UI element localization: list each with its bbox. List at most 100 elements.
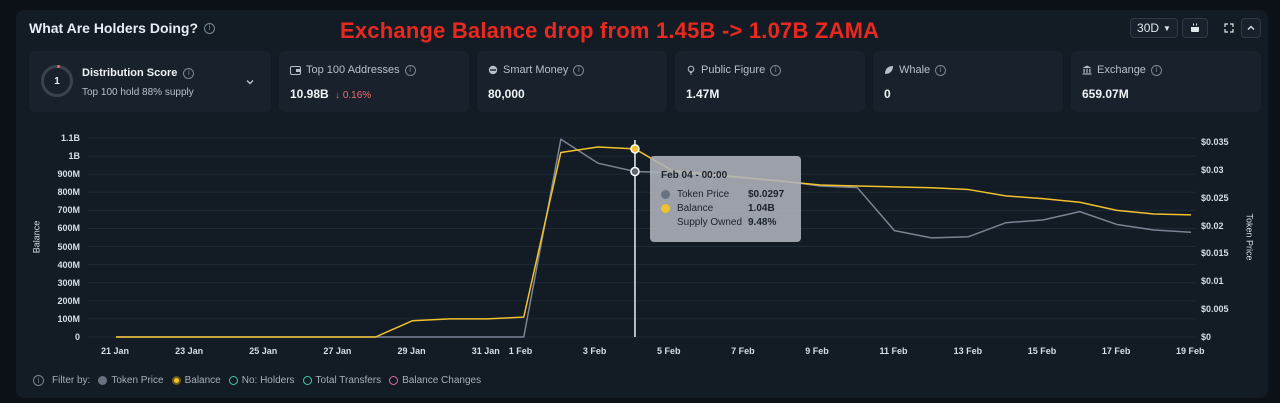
period-select[interactable]: 30D ▼ [1130,18,1178,38]
public-figure-label: Public Figure [701,64,766,76]
tooltip-price-row: Token Price $0.0297 [661,189,784,200]
y-right-tick-label: $0.02 [1201,220,1224,231]
x-tick-label: 25 Jan [249,346,278,356]
filter-dot [228,376,238,385]
fullscreen-button[interactable] [1219,18,1239,38]
filter-token-price[interactable]: Token Price [98,375,164,386]
y-right-tick-label: $0.03 [1201,164,1224,175]
annotation-headline: Exchange Balance drop from 1.45B -> 1.07… [340,18,880,43]
filter-balance-label: Balance [184,375,221,386]
filter-dot [171,376,181,385]
info-icon[interactable]: i [33,375,44,386]
smart-money-label-row: Smart Money i [488,64,585,76]
x-tick-label: 19 Feb [1176,346,1205,356]
info-icon[interactable]: i [1150,64,1162,76]
lightbulb-icon [687,65,695,75]
info-icon[interactable]: i [770,64,782,76]
distribution-score-label: Distribution Score [82,67,178,79]
exchange-label-row: Exchange i [1082,64,1162,76]
filter-transfers-label: Total Transfers [315,375,382,386]
x-tick-label: 5 Feb [657,346,681,356]
whale-value: 0 [884,87,891,101]
y-right-tick-label: $0 [1201,332,1212,342]
filter-dot [98,376,108,385]
x-tick-label: 21 Jan [101,346,130,356]
y-tick-label: 900M [57,169,80,180]
info-icon[interactable]: i [204,22,216,34]
y-tick-label: 700M [57,205,80,216]
whale-card: Whale i 0 [873,51,1063,112]
calendar-button[interactable] [1182,18,1208,38]
bank-icon [1082,65,1092,75]
x-tick-label: 1 Feb [508,346,533,356]
y-tick-label: 800M [57,187,80,198]
y-tick-label: 500M [57,241,80,252]
tooltip-supply-row: Supply Owned 9.48% [677,217,776,228]
y-tick-label: 1B [68,151,80,162]
wallet-icon [290,65,301,75]
filter-holders[interactable]: No: Holders [228,375,295,386]
tooltip-date: Feb 04 - 00:00 [661,170,728,181]
filter-dot [389,376,399,385]
smart-money-label: Smart Money [503,64,569,76]
panel-title: What Are Holders Doing? [29,20,199,36]
calendar-icon [1191,23,1199,32]
filter-balance[interactable]: Balance [171,375,221,386]
chevron-up-icon [1247,25,1255,30]
x-tick-label: 23 Jan [175,346,204,356]
filter-token-price-label: Token Price [111,375,164,386]
public-figure-value: 1.47M [686,87,720,101]
panel-title-row: What Are Holders Doing? i [29,20,216,36]
filter-holders-label: No: Holders [241,375,295,386]
distribution-score-title: Distribution Score i [82,67,195,79]
balance-legend-dot [661,204,670,213]
collapse-button[interactable] [1241,18,1261,38]
filter-transfers[interactable]: Total Transfers [302,375,382,386]
y-right-tick-label: $0.035 [1201,137,1229,147]
public-figure-card: Public Figure i 1.47M [675,51,865,112]
x-tick-label: 27 Jan [323,346,352,356]
x-tick-label: 7 Feb [731,346,755,356]
y-tick-label: 300M [57,277,80,288]
tooltip-supply-label: Supply Owned [677,217,743,228]
smart-money-value: 80,000 [488,87,525,101]
y-axis-title-right: Token Price [1244,213,1255,261]
filter-balance-changes[interactable]: Balance Changes [389,375,481,386]
tooltip-balance-value: 1.04B [748,203,775,214]
y-tick-label: 0 [74,332,80,342]
chart-tooltip: Feb 04 - 00:00 Token Price $0.0297 Balan… [650,156,801,242]
price-legend-dot [661,190,670,199]
filter-label: Filter by: [52,375,91,386]
tooltip-price-label: Token Price [677,189,730,200]
whale-icon [885,66,893,74]
tooltip-balance-row: Balance 1.04B [661,203,775,214]
tooltip-balance-label: Balance [677,203,714,214]
chevron-down-icon[interactable] [245,74,255,92]
y-right-tick-label: $0.015 [1201,248,1229,259]
x-tick-label: 29 Jan [397,346,426,356]
tooltip-supply-value: 9.48% [748,217,777,228]
x-tick-label: 11 Feb [879,346,908,356]
public-figure-label-row: Public Figure i [686,64,782,76]
y-right-tick-label: $0.005 [1201,304,1229,315]
tooltip-price-value: $0.0297 [748,189,785,200]
exchange-label: Exchange [1097,64,1146,76]
top100-value-row: 10.98B ↓ 0.16% [290,87,371,101]
info-icon[interactable]: i [183,67,195,79]
x-tick-label: 13 Feb [953,346,983,356]
y-tick-label: 100M [57,313,80,324]
exchange-card: Exchange i 659.07M [1071,51,1261,112]
top100-change: ↓ 0.16% [335,90,372,101]
whale-label-row: Whale i [884,64,947,76]
y-tick-label: 1.1B [60,133,80,143]
info-icon[interactable]: i [935,64,947,76]
filter-bar: i Filter by: Token Price Balance No: Hol… [33,375,481,386]
info-icon[interactable]: i [404,64,416,76]
distribution-score-card[interactable]: 1 Distribution Score i Top 100 hold 88% … [29,51,271,112]
y-tick-label: 200M [57,295,80,306]
info-icon[interactable]: i [573,64,585,76]
x-tick-label: 9 Feb [805,346,829,356]
distribution-score-ring: 1 [41,65,73,97]
top100-label-row: Top 100 Addresses i [290,64,416,76]
expand-icon [1224,23,1234,33]
